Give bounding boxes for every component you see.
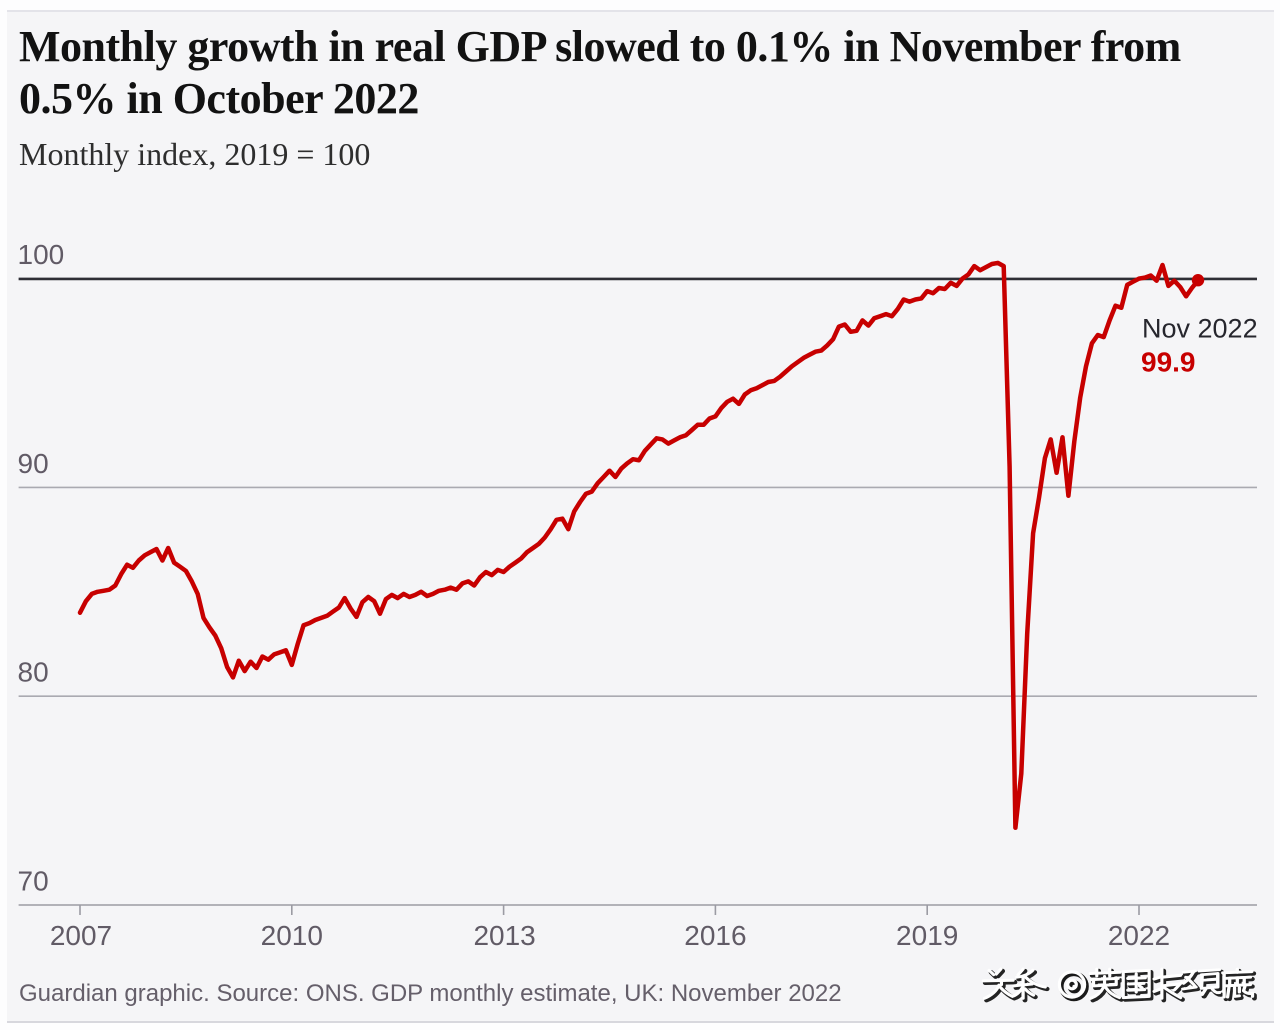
svg-text:2019: 2019 bbox=[896, 920, 958, 951]
svg-text:99.9: 99.9 bbox=[1141, 347, 1196, 378]
svg-text:2007: 2007 bbox=[50, 920, 112, 951]
svg-text:2022: 2022 bbox=[1108, 920, 1170, 951]
svg-text:2010: 2010 bbox=[261, 920, 323, 951]
svg-text:2013: 2013 bbox=[473, 920, 535, 951]
svg-text:70: 70 bbox=[18, 865, 49, 896]
svg-text:Nov 2022: Nov 2022 bbox=[1142, 314, 1258, 344]
svg-text:90: 90 bbox=[18, 448, 49, 479]
svg-text:100: 100 bbox=[18, 239, 65, 270]
svg-text:80: 80 bbox=[18, 657, 49, 688]
svg-text:2016: 2016 bbox=[684, 920, 746, 951]
